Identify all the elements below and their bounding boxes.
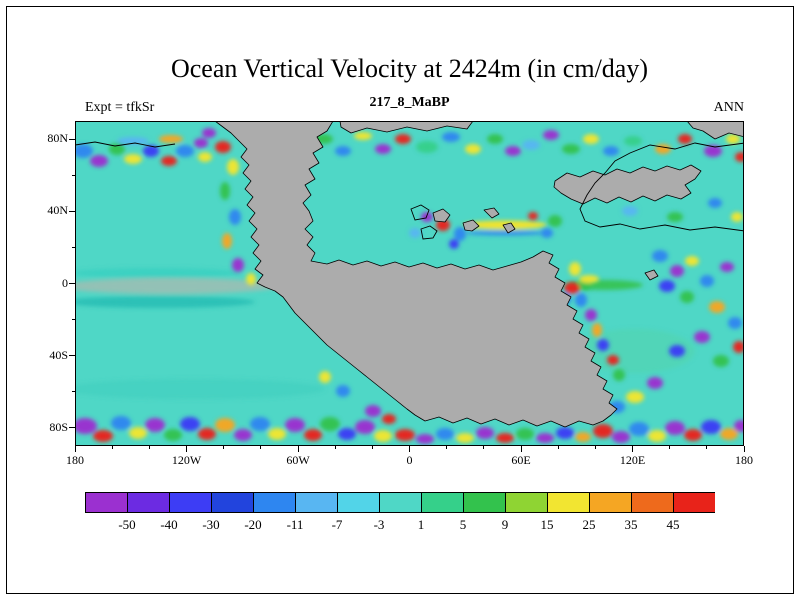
land-masses (214, 120, 746, 428)
experiment-label: Expt = tfkSr (85, 100, 155, 115)
land-polygon (483, 207, 500, 219)
x-major-tick (297, 446, 299, 452)
y-minor-tick (72, 246, 75, 248)
y-major-tick (69, 427, 75, 429)
x-tick-label: 0 (406, 453, 413, 467)
colorbar-level-label: 5 (459, 517, 467, 532)
x-tick-label: 60W (286, 453, 310, 467)
colorbar-segment (463, 492, 506, 513)
x-minor-tick (594, 446, 596, 449)
colorbar-level-label: -20 (244, 517, 262, 532)
colorbar-segment (85, 492, 128, 513)
plot-frame (75, 121, 744, 446)
x-minor-tick (223, 446, 225, 449)
colorbar-level-label: 9 (501, 517, 509, 532)
land-polygon (553, 164, 702, 205)
colorbar-segment (631, 492, 674, 513)
coastline-contours (74, 141, 746, 240)
colorbar-segment (379, 492, 422, 513)
colorbar-segment (673, 492, 716, 513)
x-major-tick (632, 446, 633, 452)
y-major-tick (69, 210, 75, 212)
colorbar-level-label: -40 (160, 517, 178, 532)
anomaly-blobs (73, 128, 748, 444)
colorbar-segment (337, 492, 380, 513)
y-major-tick (69, 283, 75, 284)
x-tick-label: 180 (66, 453, 84, 467)
map-canvas (60, 120, 748, 446)
x-minor-tick (706, 446, 708, 449)
colorbar-segment (505, 492, 548, 513)
y-major-tick (69, 355, 75, 357)
colorbar-level-label: 35 (624, 517, 638, 532)
y-tick-label: 40N (47, 203, 68, 218)
x-major-tick (186, 446, 187, 452)
y-tick-label: 40S (49, 347, 68, 362)
colorbar-segment (253, 492, 296, 513)
colorbar-level-label: -30 (202, 517, 220, 532)
x-minor-tick (557, 446, 559, 449)
x-tick-label: 120E (619, 453, 646, 467)
colorbar-level-label: 25 (582, 517, 596, 532)
x-minor-tick (371, 446, 373, 449)
land-polygon (339, 120, 474, 134)
land-polygon (462, 219, 480, 232)
x-major-tick (520, 446, 522, 452)
chart-title: Ocean Vertical Velocity at 2424m (in cm/… (170, 54, 648, 83)
colorbar-segment (295, 492, 338, 513)
colorbar-level-label: 45 (666, 517, 680, 532)
x-minor-tick (446, 446, 448, 449)
season-label: ANN (713, 100, 744, 115)
colorbar-canvas (85, 492, 716, 513)
x-minor-tick (334, 446, 336, 449)
x-major-tick (409, 446, 410, 452)
y-minor-tick (72, 391, 75, 393)
x-minor-tick (483, 446, 485, 449)
colorbar-segment (127, 492, 170, 513)
y-minor-tick (72, 174, 75, 176)
chart-subtitle: 217_8_MaBP (369, 95, 450, 110)
colorbar-level-label: -3 (373, 517, 385, 532)
colorbar-segment (211, 492, 254, 513)
colorbar-level-label: 15 (540, 517, 554, 532)
colorbar-segment (421, 492, 464, 513)
colorbar-segment (547, 492, 590, 513)
land-polygon (432, 208, 451, 223)
y-tick-label: 80S (49, 419, 68, 434)
x-major-tick (743, 446, 745, 452)
x-minor-tick (148, 446, 150, 449)
colorbar-level-label: -11 (286, 517, 304, 532)
y-tick-label: 80N (47, 131, 68, 146)
colorbar-segment (169, 492, 212, 513)
x-minor-tick (669, 446, 671, 449)
y-minor-tick (72, 319, 75, 321)
x-tick-label: 120W (171, 453, 202, 467)
map-plot (60, 120, 748, 446)
colorbar-segment (589, 492, 632, 513)
x-tick-label: 180 (735, 453, 753, 467)
land-polygon (214, 120, 618, 428)
x-minor-tick (260, 446, 262, 449)
colorbar-level-label: 1 (417, 517, 425, 532)
colorbar (85, 492, 716, 513)
colorbar-level-label: -50 (118, 517, 136, 532)
land-polygon (502, 222, 516, 234)
x-major-tick (74, 446, 76, 452)
x-minor-tick (111, 446, 113, 449)
y-major-tick (69, 138, 75, 140)
colorbar-level-label: -7 (331, 517, 343, 532)
y-tick-label: 0 (62, 275, 68, 290)
x-tick-label: 60E (511, 453, 531, 467)
land-polygon (644, 269, 659, 281)
